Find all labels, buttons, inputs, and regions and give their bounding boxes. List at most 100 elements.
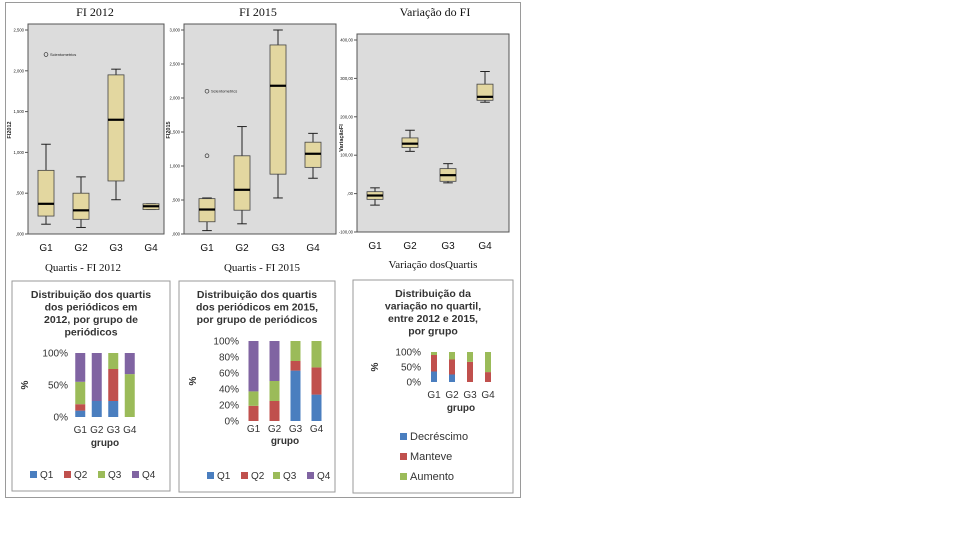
fi2012-ytick-label: 1,500: [14, 109, 25, 114]
bar-Q2-G3: [108, 369, 119, 401]
quartis2012-title-line: periódicos: [64, 327, 117, 339]
bar-Q4-G1: [75, 353, 86, 382]
variacao_quartis-title-line: por grupo: [408, 326, 458, 338]
quartis2012-ylabel: %: [20, 380, 31, 389]
outlier-point: [43, 52, 49, 57]
quartis2012-legend-swatch: [132, 471, 139, 478]
box-G2: [233, 155, 251, 211]
bar-Q1-G4: [311, 394, 322, 421]
bar-Q1-G3: [290, 370, 301, 421]
quartis2012-legend-label: Q4: [142, 470, 156, 481]
quartis2012-xtick-label: G2: [90, 425, 104, 436]
quartis2015-xtick-label: G1: [247, 424, 261, 435]
quartis2015-legend-label: Q1: [217, 471, 231, 482]
bar-Q1-G3: [108, 401, 119, 417]
quartis2012-title-line: dos periódicos em: [45, 302, 138, 314]
variacao-ytick-label: 400,00: [340, 38, 353, 43]
bar-Q3-G3: [108, 353, 119, 369]
variacao-chart: Variação do FI -100,00 ,00 100,00 200,00 300,…: [339, 5, 510, 252]
fi2015-xtick-label: G4: [306, 243, 320, 254]
bar-Q4-G2: [269, 341, 280, 381]
box-G2: [72, 192, 90, 220]
quartis2015-legend-label: Q4: [317, 471, 331, 482]
bar-Q3-G3: [290, 341, 301, 361]
bar-Q1-G1: [75, 410, 86, 417]
quartis2012-legend-swatch: [98, 471, 105, 478]
variacao-xtick-label: G2: [403, 241, 417, 252]
variacao_quartis-ytick-label: 100%: [395, 348, 421, 359]
bar-Q4-G4: [124, 353, 135, 375]
bar-Q3-G1: [75, 381, 86, 405]
bar-Q2-G4: [311, 367, 322, 395]
quartis2015-title-line: Distribuição dos quartis: [197, 289, 317, 301]
fi2015-ytick-label: ,000: [172, 232, 181, 237]
fi2012-ylabel: FI2012: [7, 121, 13, 138]
fi2015-ytick-label: 3,000: [170, 28, 181, 33]
quartis2012-caption: Quartis - FI 2012: [45, 262, 121, 274]
fi2015-xtick-label: G2: [235, 243, 249, 254]
variacao_quartis-legend-swatch: [400, 453, 407, 460]
quartis2012-title-line: 2012, por grupo de: [44, 314, 138, 326]
bar-Q2-G1: [75, 404, 86, 411]
bar-Decréscimo-G2: [449, 374, 455, 382]
bar-Manteve-G1: [431, 355, 437, 372]
quartis2015-ytick-label: 100%: [213, 337, 239, 348]
quartis2015-title-line: por grupo de periódicos: [197, 314, 318, 326]
variacao-ytick-label: 200,00: [340, 114, 353, 119]
variacao_quartis-xtick-label: G3: [463, 390, 477, 401]
variacao-ytick-label: ,00: [347, 191, 353, 196]
bar-Q2-G3: [290, 361, 301, 371]
quartis2012-legend-label: Q1: [40, 470, 54, 481]
quartis2015-ytick-label: 40%: [219, 385, 239, 396]
quartis2015-ytick-label: 60%: [219, 369, 239, 380]
bar-Q3-G4: [124, 374, 135, 417]
quartis2015-legend-swatch: [207, 472, 214, 479]
quartis2015-legend-swatch: [241, 472, 248, 479]
bar-Q3-G1: [248, 391, 259, 406]
fi2015-ytick-label: 1,500: [170, 130, 181, 135]
outlier-point: [204, 153, 210, 159]
quartis2015-chart: Quartis - FI 2015 Distribuição dos quarti…: [178, 262, 336, 493]
fi2012-ytick-label: ,000: [16, 232, 25, 237]
quartis2015-ytick-label: 0%: [225, 417, 240, 428]
quartis2012-legend-label: Q2: [74, 470, 88, 481]
variacao_quartis-ytick-label: 0%: [407, 378, 422, 389]
variacao_quartis-xtick-label: G2: [445, 390, 459, 401]
quartis2015-title-line: dos periódicos em 2015,: [196, 302, 318, 314]
bar-Q3-G2: [269, 381, 280, 401]
quartis2015-ylabel: %: [188, 376, 199, 385]
outlier-point: [204, 88, 210, 94]
bar-Q2-G1: [248, 405, 259, 421]
fi2012-xtick-label: G2: [74, 243, 88, 254]
fi2015-ytick-label: 2,000: [170, 96, 181, 101]
variacao_quartis-legend-label: Decréscimo: [410, 431, 468, 443]
variacao_quartis-ytick-label: 50%: [401, 363, 421, 374]
fi2012-ytick-label: 2,500: [14, 28, 25, 33]
fi2015-ylabel: FI2015: [166, 121, 172, 138]
variacao-xtick-label: G1: [368, 241, 382, 252]
variacao_quartis-xtick-label: G4: [481, 390, 495, 401]
variacao-xtick-label: G3: [441, 241, 455, 252]
quartis2015-legend-swatch: [307, 472, 314, 479]
bar-Q1-G2: [91, 401, 102, 417]
quartis2012-legend-label: Q3: [108, 470, 122, 481]
outlier-label: Scientometrics: [211, 89, 237, 94]
quartis2012-panel: [11, 280, 171, 492]
fi2015-xtick-label: G1: [200, 243, 214, 254]
variacao-xtick-label: G4: [478, 241, 492, 252]
fi2015-chart: FI 2015 ,000 ,500 1,000 1,500 2,000 2,500 3,000…: [166, 5, 337, 254]
fi2012-ytick-label: ,500: [16, 191, 25, 196]
box-G1: [37, 169, 55, 217]
quartis2012-ytick-label: 100%: [42, 349, 68, 360]
fi2012-title: FI 2012: [76, 5, 114, 19]
variacao_quartis-panel: [352, 279, 514, 494]
quartis2015-legend-swatch: [273, 472, 280, 479]
variacao_quartis-title-line: variação no quartil,: [385, 301, 481, 313]
fi2015-ytick-label: ,500: [172, 198, 181, 203]
bar-Manteve-G2: [449, 359, 455, 375]
quartis2012-title-line: Distribuição dos quartis: [31, 289, 151, 301]
variacao-ytick-label: 100,00: [340, 153, 353, 158]
bar-Aumento-G2: [449, 352, 455, 360]
bar-Aumento-G1: [431, 352, 437, 355]
